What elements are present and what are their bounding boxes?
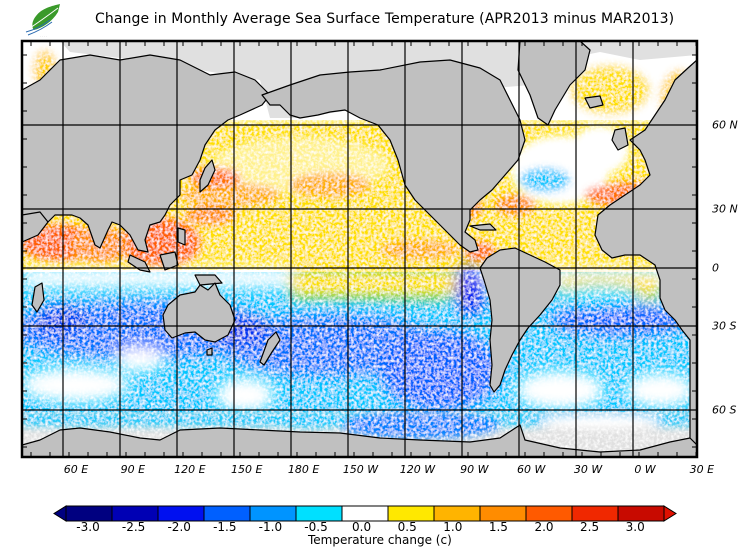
latitude-label: 60 S (712, 403, 737, 417)
landmass-new-zealand (259, 331, 281, 366)
colorbar (53, 505, 677, 522)
chart-title: Change in Monthly Average Sea Surface Te… (95, 11, 675, 27)
colorbar-segment (295, 505, 343, 522)
colorbar-tick-label: -0.5 (304, 520, 328, 534)
landmass-greenland (517, 41, 591, 126)
colorbar-tick-label: 0.0 (352, 520, 372, 534)
longitude-label: 30 W (573, 463, 603, 476)
colorbar-title: Temperature change (c) (308, 533, 452, 547)
longitude-label: 150 W (342, 463, 379, 476)
landmass-arabia (22, 211, 49, 243)
map-ticks (22, 41, 697, 457)
latitude-label: 30 S (712, 319, 737, 333)
svg-text:· · · ·: · · · · (40, 34, 47, 38)
colorbar-segment (433, 505, 481, 522)
landmass-asia (22, 54, 271, 253)
colorbar-segment (525, 505, 573, 522)
colorbar-segment (341, 505, 389, 522)
longitude-label: 120 W (399, 463, 436, 476)
landmass-japan (199, 159, 216, 193)
longitude-label: 150 E (230, 463, 263, 476)
colorbar-high-extend (663, 505, 677, 522)
longitude-label: 90 W (460, 463, 489, 476)
colorbar-segment (387, 505, 435, 522)
latitude-label: 60 N (712, 118, 738, 132)
colorbar-segment (617, 505, 665, 522)
landmass-australia (162, 282, 236, 343)
landmass-south-america (479, 247, 561, 393)
longitude-label: 180 E (287, 463, 320, 476)
colorbar-tick-label: 1.5 (488, 520, 508, 534)
colorbar-segment (249, 505, 297, 522)
landmass-britain (611, 127, 629, 151)
colorbar-tick-label: 1.0 (443, 520, 463, 534)
longitude-label: 60 E (63, 463, 89, 476)
colorbar-tick-label: 2.0 (534, 520, 554, 534)
longitude-label: 60 W (517, 463, 546, 476)
longitude-label: 120 E (174, 463, 206, 476)
colorbar-segment (157, 505, 205, 522)
colorbar-segment (111, 505, 159, 522)
landmass-madagascar (31, 282, 45, 313)
colorbar-tick-label: 0.5 (397, 520, 417, 534)
map-frame (20, 39, 699, 459)
landmass-borneo (159, 251, 179, 271)
latitude-label: 0 (712, 261, 719, 275)
colorbar-segment (65, 505, 113, 522)
colorbar-tick-label: 2.5 (580, 520, 600, 534)
map-area (22, 41, 697, 457)
colorbar-tick-label: -2.5 (121, 520, 146, 534)
landmass-philippines (177, 227, 186, 246)
landmass-antarctica (22, 424, 697, 457)
colorbar-tick-label: -3.0 (76, 520, 100, 534)
colorbar-tick-label: -2.0 (167, 520, 191, 534)
colorbar-tick-label: -1.0 (258, 520, 283, 534)
colorbar-segment (571, 505, 619, 522)
leaf-logo-icon: · · · · (25, 4, 60, 38)
land-masses (22, 41, 697, 457)
landmass-cuba (469, 223, 497, 231)
landmass-tasmania (206, 347, 213, 356)
colorbar-tick-label: -1.5 (213, 520, 237, 534)
longitude-label: 0 W (634, 463, 656, 476)
colorbar-low-extend (53, 505, 67, 522)
landmass-iceland (584, 95, 604, 109)
colorbar-segment (203, 505, 251, 522)
landmass-north-america (261, 59, 526, 253)
colorbar-tick-label: 3.0 (625, 520, 645, 534)
latitude-label: 30 N (712, 202, 738, 216)
colorbar-segment (479, 505, 527, 522)
longitude-label: 90 E (120, 463, 146, 476)
graticule (22, 41, 697, 457)
longitude-label: 30 E (689, 463, 715, 476)
